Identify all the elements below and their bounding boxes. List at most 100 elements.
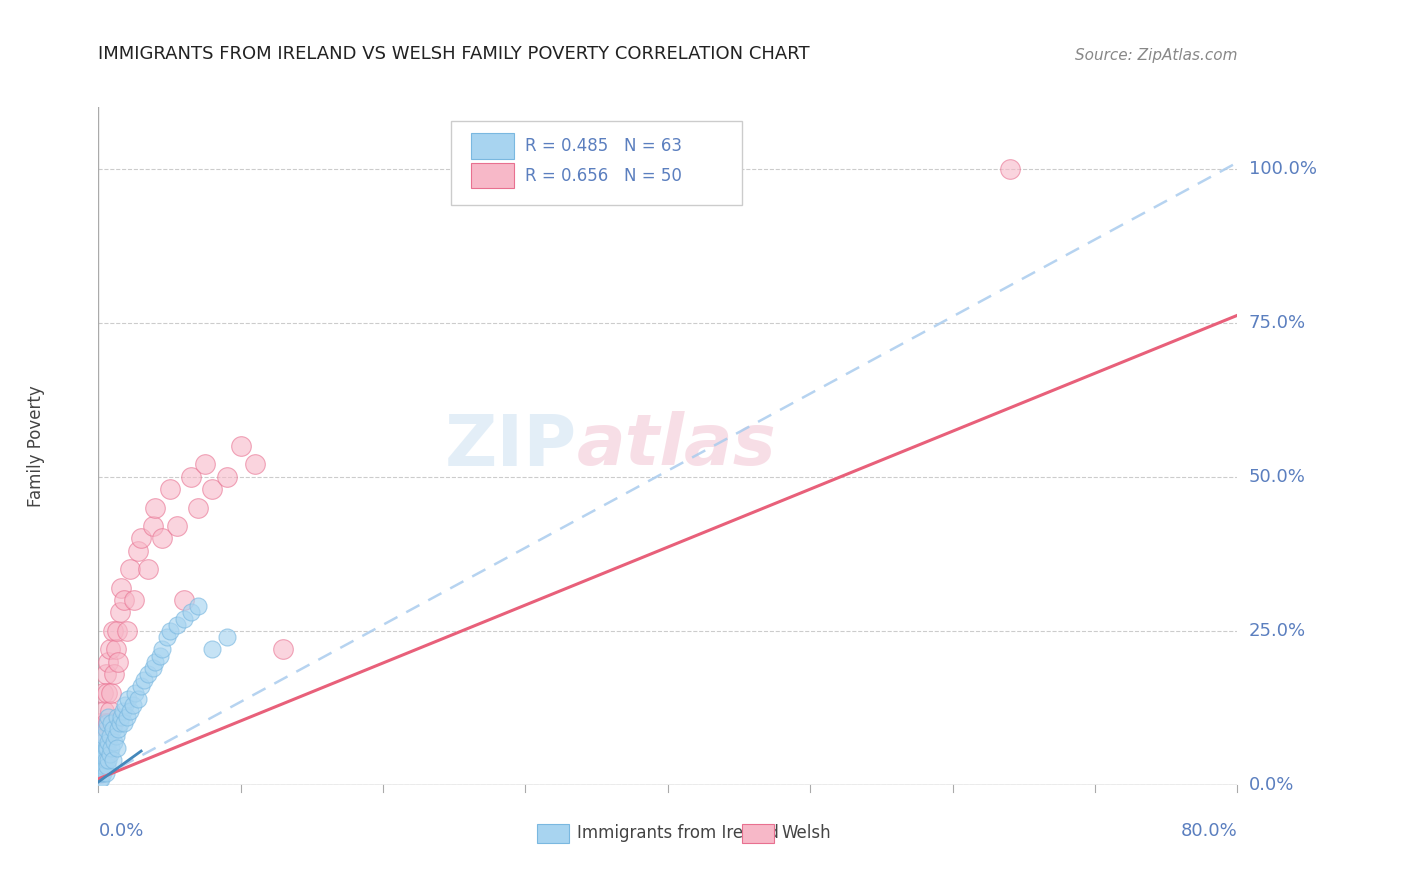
Bar: [471, 162, 515, 188]
Bar: [471, 134, 515, 160]
Text: Immigrants from Ireland: Immigrants from Ireland: [576, 824, 779, 842]
Point: [118, 562, 141, 576]
Point: [110, 581, 132, 595]
Point: [166, 519, 188, 533]
Point: [89, 772, 111, 786]
Point: [90, 765, 112, 780]
Point: [94, 741, 117, 756]
Point: [229, 439, 252, 453]
Point: [173, 611, 195, 625]
Point: [152, 532, 174, 546]
Text: 0.0%: 0.0%: [98, 822, 143, 840]
Point: [93, 704, 115, 718]
Point: [215, 630, 238, 644]
Text: R = 0.656   N = 50: R = 0.656 N = 50: [526, 167, 682, 185]
Point: [127, 691, 149, 706]
Point: [107, 723, 129, 737]
Point: [201, 642, 224, 657]
Point: [152, 642, 174, 657]
Text: 80.0%: 80.0%: [1181, 822, 1237, 840]
Text: 100.0%: 100.0%: [1249, 160, 1316, 178]
Point: [93, 747, 115, 761]
Point: [90, 716, 112, 731]
Point: [117, 691, 139, 706]
Point: [91, 759, 114, 773]
Point: [998, 161, 1021, 176]
Point: [90, 753, 112, 767]
Point: [145, 500, 167, 515]
Point: [114, 698, 136, 712]
Point: [180, 606, 202, 620]
Point: [91, 729, 114, 743]
Point: [194, 458, 217, 472]
Point: [89, 765, 111, 780]
Point: [93, 759, 115, 773]
Text: atlas: atlas: [576, 411, 776, 481]
Point: [96, 741, 118, 756]
Point: [105, 624, 128, 638]
Point: [90, 759, 112, 773]
Point: [124, 685, 146, 699]
Point: [100, 685, 122, 699]
Point: [115, 624, 138, 638]
Point: [122, 593, 145, 607]
Point: [100, 716, 122, 731]
Point: [98, 729, 121, 743]
Point: [105, 710, 128, 724]
Point: [94, 747, 117, 761]
Point: [156, 630, 179, 644]
Point: [96, 759, 118, 773]
Point: [118, 704, 141, 718]
Text: Welsh: Welsh: [782, 824, 831, 842]
Point: [108, 606, 131, 620]
Point: [166, 617, 188, 632]
Point: [94, 723, 117, 737]
Point: [103, 735, 125, 749]
Point: [98, 747, 121, 761]
Point: [215, 470, 238, 484]
Point: [273, 642, 295, 657]
Point: [91, 685, 114, 699]
Point: [107, 655, 129, 669]
Point: [91, 735, 114, 749]
Point: [108, 716, 131, 731]
Text: 75.0%: 75.0%: [1249, 314, 1306, 332]
Point: [127, 543, 149, 558]
Point: [103, 667, 125, 681]
Point: [96, 716, 118, 731]
Point: [91, 747, 114, 761]
Point: [132, 673, 155, 688]
Point: [89, 747, 111, 761]
Point: [97, 735, 120, 749]
Point: [96, 685, 118, 699]
Point: [104, 729, 127, 743]
Point: [141, 661, 163, 675]
Bar: [537, 823, 569, 843]
Point: [112, 593, 135, 607]
Point: [96, 729, 118, 743]
Point: [149, 648, 172, 663]
Point: [187, 599, 209, 614]
Text: 25.0%: 25.0%: [1249, 622, 1306, 640]
Point: [141, 519, 163, 533]
Point: [90, 741, 112, 756]
Point: [104, 642, 127, 657]
Point: [89, 765, 111, 780]
Point: [159, 624, 181, 638]
Point: [93, 741, 115, 756]
Point: [101, 723, 124, 737]
Point: [111, 704, 134, 718]
Point: [136, 562, 159, 576]
Point: [98, 704, 121, 718]
Point: [97, 655, 120, 669]
Text: 0.0%: 0.0%: [1249, 776, 1294, 794]
Point: [91, 753, 114, 767]
Point: [173, 593, 195, 607]
Point: [94, 667, 117, 681]
Point: [110, 710, 132, 724]
Point: [97, 753, 120, 767]
Point: [201, 482, 224, 496]
Point: [105, 741, 128, 756]
Text: Family Poverty: Family Poverty: [27, 385, 45, 507]
Point: [93, 729, 115, 743]
